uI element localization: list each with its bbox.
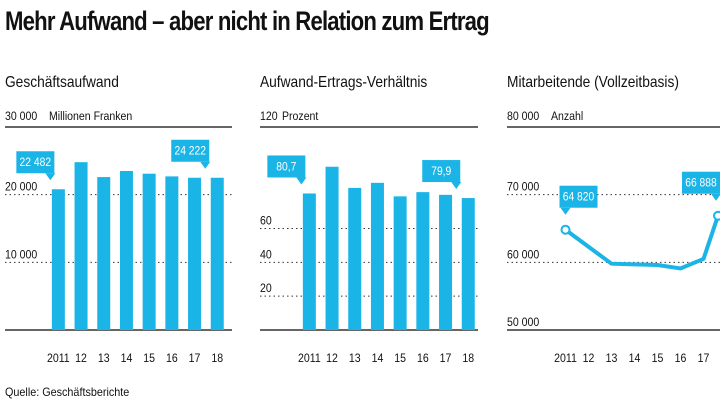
bar (393, 196, 407, 330)
y-tick-label: 20 (260, 283, 272, 296)
callout-label: 24 222 (174, 145, 206, 158)
panel-3 (507, 126, 720, 331)
x-tick-label: 18 (462, 352, 474, 365)
y-tick-label: 40 (260, 249, 272, 262)
y-tick-label: 70 000 (507, 181, 539, 194)
bar (97, 177, 111, 330)
x-tick-label: 17 (698, 352, 710, 365)
panel-2 (260, 126, 478, 331)
callout-box (559, 185, 598, 208)
x-tick-label: 14 (372, 352, 384, 365)
callout-label: 64 820 (563, 191, 595, 204)
bar (119, 170, 133, 330)
callout-label: 79,9 (431, 165, 451, 178)
bar (348, 187, 362, 330)
x-tick-label: 16 (166, 352, 178, 365)
x-tick-label: 14 (629, 352, 641, 365)
x-tick-label: 17 (189, 352, 201, 365)
callout-label: 80,7 (276, 161, 296, 174)
y-tick-label: 10 000 (5, 249, 37, 262)
x-tick-label: 2011 (298, 352, 321, 365)
x-tick-label: 16 (417, 352, 429, 365)
x-tick-label: 13 (98, 352, 110, 365)
y-tick-label: 60 (260, 215, 272, 228)
bar (142, 173, 156, 330)
x-tick-label: 13 (349, 352, 361, 365)
y-top-label: 80 000 (507, 110, 539, 123)
bar (439, 194, 453, 330)
x-tick-label: 13 (606, 352, 618, 365)
panel-title: Mitarbeitende (Vollzeitbasis) (507, 73, 679, 91)
callout-box (171, 139, 210, 162)
bar (416, 192, 430, 330)
series-line (564, 215, 720, 271)
y-unit-label: Anzahl (551, 110, 583, 123)
callout-pointer (296, 177, 307, 185)
y-top-label: 120 (260, 110, 278, 123)
y-unit-label: Millionen Franken (49, 110, 132, 123)
callout-box (16, 151, 55, 174)
source-note: Quelle: Geschäftsberichte (5, 385, 130, 399)
panel-title: Geschäftsaufwand (5, 73, 119, 91)
y-tick-label: 20 000 (5, 181, 37, 194)
x-tick-label: 14 (121, 352, 133, 365)
callout-pointer (711, 193, 720, 201)
callout-pointer (45, 173, 56, 181)
bar (165, 176, 179, 330)
y-unit-label: Prozent (282, 110, 319, 123)
bar (210, 177, 224, 330)
panel-title: Aufwand-Ertrags-Verhältnis (260, 73, 427, 91)
panel-1 (5, 126, 232, 331)
x-tick-label: 2011 (554, 352, 577, 365)
bar (74, 162, 88, 330)
bar (188, 177, 202, 330)
callout-label: 66 888 (685, 177, 717, 190)
y-tick-label: 60 000 (507, 249, 539, 262)
callout-box (422, 160, 461, 183)
callout-pointer (560, 207, 571, 215)
line-point (713, 210, 720, 221)
chart-title: Mehr Aufwand – aber nicht in Relation zu… (5, 6, 490, 36)
callout-pointer (200, 161, 211, 169)
callout-pointer (451, 182, 462, 190)
bar (461, 198, 475, 330)
callout-label: 22 482 (20, 157, 52, 170)
y-tick-label: 50 000 (507, 316, 539, 329)
x-tick-label: 2011 (47, 352, 70, 365)
callout-box (682, 171, 720, 194)
x-tick-label: 12 (326, 352, 338, 365)
line-point (560, 224, 571, 235)
y-top-label: 30 000 (5, 110, 37, 123)
x-tick-label: 16 (675, 352, 687, 365)
bar (370, 182, 384, 330)
x-tick-label: 15 (394, 352, 406, 365)
bar (51, 189, 65, 330)
x-tick-label: 15 (652, 352, 664, 365)
x-tick-label: 15 (143, 352, 155, 365)
x-tick-label: 17 (440, 352, 452, 365)
x-tick-label: 12 (75, 352, 87, 365)
x-tick-label: 12 (583, 352, 595, 365)
bar (302, 193, 316, 330)
bar (325, 166, 339, 330)
callout-box (267, 155, 306, 178)
x-tick-label: 18 (211, 352, 223, 365)
